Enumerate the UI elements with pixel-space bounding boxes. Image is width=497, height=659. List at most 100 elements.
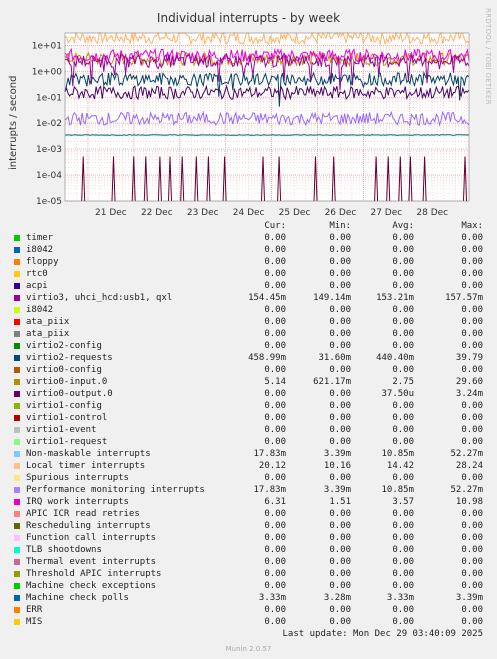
- x-tick-label: 21 Dec: [95, 208, 127, 218]
- legend-swatch: [14, 331, 20, 337]
- legend-row: virtio2-config 0.00 0.00 0.00 0.00: [0, 340, 497, 352]
- legend-swatch: [14, 595, 20, 601]
- legend-row: Machine check exceptions 0.00 0.00 0.00 0.00: [0, 580, 497, 592]
- series-line: [64, 70, 470, 107]
- legend-cur: 6.31: [264, 497, 286, 507]
- legend-name: ata_piix: [26, 329, 70, 339]
- legend-cur: 0.00: [264, 317, 286, 327]
- legend-max: 0.00: [461, 569, 483, 579]
- legend-cur: 0.00: [264, 617, 286, 627]
- legend-max: 52.27m: [450, 449, 483, 459]
- legend-cur: 0.00: [264, 581, 286, 591]
- series-line: [81, 156, 467, 202]
- legend-min: 0.00: [329, 305, 351, 315]
- legend-swatch: [14, 607, 20, 613]
- legend-max: 0.00: [461, 581, 483, 591]
- legend-min: 0.00: [329, 521, 351, 531]
- legend-row: i8042 0.00 0.00 0.00 0.00: [0, 244, 497, 256]
- legend-swatch: [14, 619, 20, 625]
- legend-swatch: [14, 571, 20, 577]
- legend-name: Spurious interrupts: [26, 473, 129, 483]
- header-min: Min:: [329, 221, 351, 231]
- legend-min: 0.00: [329, 341, 351, 351]
- legend-cur: 0.00: [264, 269, 286, 279]
- legend-name: MIS: [26, 617, 43, 627]
- legend-name: Rescheduling interrupts: [26, 521, 151, 531]
- header-max: Max:: [461, 221, 483, 231]
- series-line: [64, 31, 470, 46]
- legend-row: ata_piix 0.00 0.00 0.00 0.00: [0, 316, 497, 328]
- legend-min: 0.00: [329, 605, 351, 615]
- legend-swatch: [14, 343, 20, 349]
- legend-cur: 0.00: [264, 437, 286, 447]
- legend-row: virtio0-config 0.00 0.00 0.00 0.00: [0, 364, 497, 376]
- legend-row: IRQ work interrupts 6.31 1.51 3.57 10.98: [0, 496, 497, 508]
- series-line: [64, 84, 470, 101]
- legend-cur: 0.00: [264, 557, 286, 567]
- legend-swatch: [14, 475, 20, 481]
- legend-name: virtio1-control: [26, 413, 108, 423]
- legend-row: virtio1-request 0.00 0.00 0.00 0.00: [0, 436, 497, 448]
- legend-max: 0.00: [461, 605, 483, 615]
- x-tick-label: 28 Dec: [416, 208, 448, 218]
- legend-max: 0.00: [461, 257, 483, 267]
- legend-name: virtio1-config: [26, 401, 102, 411]
- legend-avg: 0.00: [392, 437, 414, 447]
- legend-swatch: [14, 355, 20, 361]
- legend-min: 0.00: [329, 389, 351, 399]
- legend-swatch: [14, 499, 20, 505]
- legend-avg: 0.00: [392, 533, 414, 543]
- legend-avg: 0.00: [392, 545, 414, 555]
- legend-avg: 0.00: [392, 305, 414, 315]
- legend-avg: 0.00: [392, 509, 414, 519]
- legend-name: virtio3, uhci_hcd:usb1, qxl: [26, 293, 173, 303]
- legend-max: 29.60: [455, 377, 483, 387]
- legend-cur: 0.00: [264, 401, 286, 411]
- legend-name: Machine check exceptions: [26, 581, 157, 591]
- legend-min: 3.39m: [323, 485, 351, 495]
- legend-name: ERR: [26, 605, 43, 615]
- legend-min: 0.00: [329, 617, 351, 627]
- legend-max: 0.00: [461, 473, 483, 483]
- legend-avg: 0.00: [392, 317, 414, 327]
- legend-name: virtio0-input.0: [26, 377, 108, 387]
- series-line: [64, 53, 470, 91]
- legend-name: virtio0-output.0: [26, 389, 113, 399]
- legend-name: floppy: [26, 257, 59, 267]
- legend-avg: 0.00: [392, 473, 414, 483]
- legend-avg: 0.00: [392, 521, 414, 531]
- series-line: [64, 134, 470, 136]
- legend-cur: 0.00: [264, 305, 286, 315]
- legend-row: Machine check polls 3.33m 3.28m 3.33m 3.39m: [0, 592, 497, 604]
- legend-cur: 0.00: [264, 329, 286, 339]
- legend-avg: 3.57: [392, 497, 414, 507]
- legend-name: timer: [26, 233, 54, 243]
- legend-name: acpi: [26, 281, 48, 291]
- legend-min: 0.00: [329, 401, 351, 411]
- legend-max: 0.00: [461, 437, 483, 447]
- legend-name: virtio0-config: [26, 365, 102, 375]
- legend-avg: 0.00: [392, 269, 414, 279]
- legend-avg: 0.00: [392, 245, 414, 255]
- legend-swatch: [14, 583, 20, 589]
- legend-name: ata_piix: [26, 317, 70, 327]
- legend-cur: 0.00: [264, 233, 286, 243]
- legend-min: 10.16: [323, 461, 351, 471]
- legend-row: MIS 0.00 0.00 0.00 0.00: [0, 616, 497, 628]
- series-line: [64, 51, 470, 68]
- legend-cur: 0.00: [264, 245, 286, 255]
- legend-max: 0.00: [461, 329, 483, 339]
- legend-swatch: [14, 235, 20, 241]
- legend-name: i8042: [26, 305, 54, 315]
- legend-max: 0.00: [461, 545, 483, 555]
- legend-max: 39.79: [455, 353, 483, 363]
- legend-cur: 0.00: [264, 473, 286, 483]
- legend-min: 621.17m: [313, 377, 351, 387]
- legend-min: 149.14m: [313, 293, 351, 303]
- legend-min: 0.00: [329, 437, 351, 447]
- x-tick-label: 25 Dec: [279, 208, 311, 218]
- legend-min: 0.00: [329, 533, 351, 543]
- legend-row: Spurious interrupts 0.00 0.00 0.00 0.00: [0, 472, 497, 484]
- y-tick-label: 1e-01: [36, 93, 62, 103]
- legend-cur: 0.00: [264, 521, 286, 531]
